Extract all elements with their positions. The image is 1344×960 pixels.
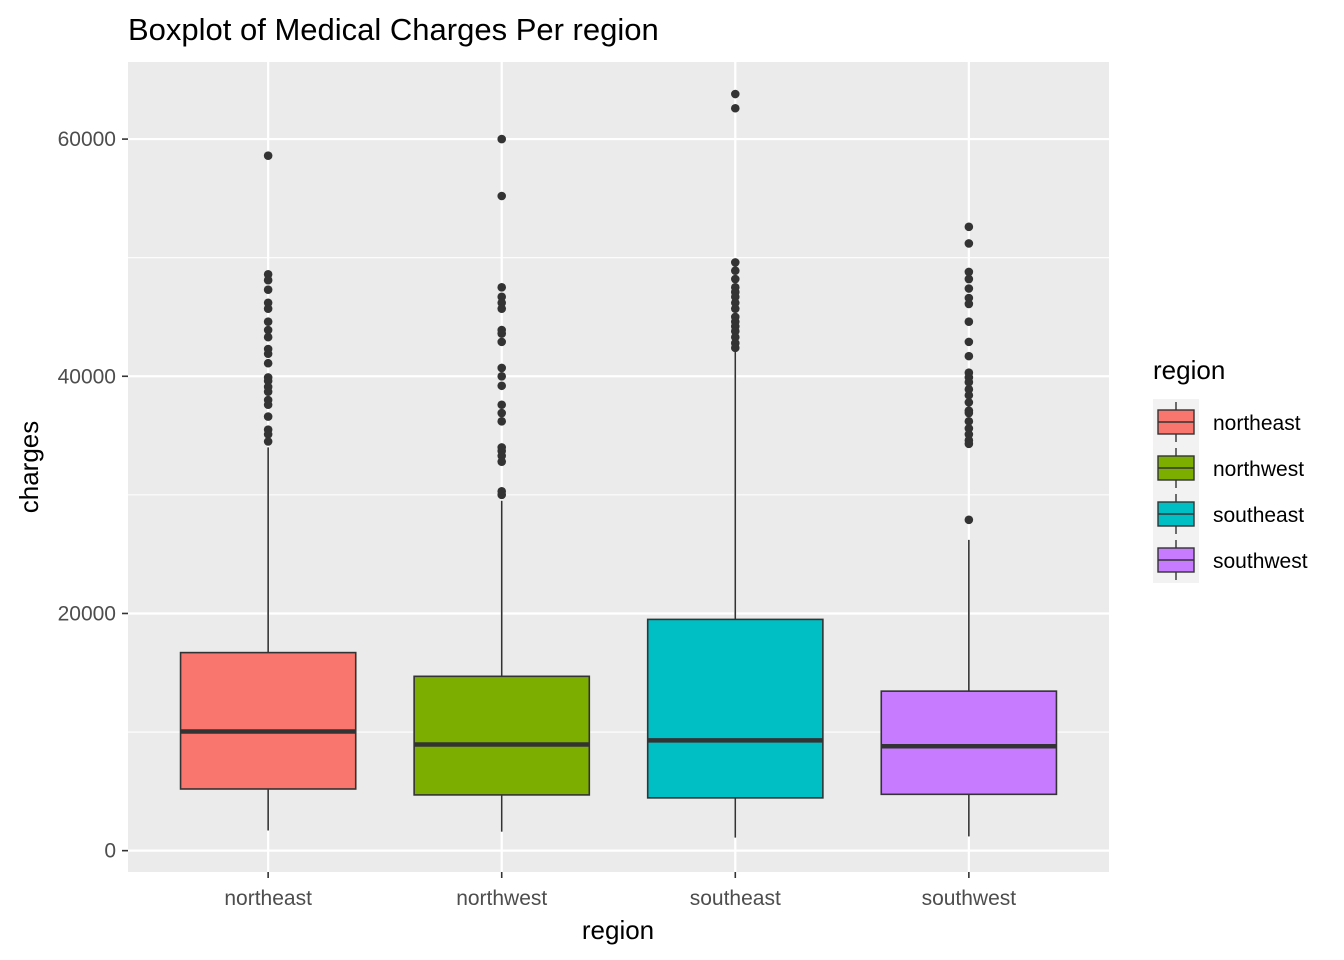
outlier-point — [964, 439, 974, 449]
outlier-point — [497, 304, 507, 313]
outlier-point — [730, 274, 740, 284]
outlier-point — [497, 371, 507, 381]
outlier-point — [964, 274, 974, 284]
outlier-point — [497, 490, 507, 500]
outlier-point — [497, 329, 507, 338]
y-tick-label: 60000 — [58, 128, 116, 151]
outlier-point — [964, 284, 974, 293]
box-body — [179, 651, 357, 790]
outlier-point — [263, 412, 273, 421]
boxes — [179, 89, 1058, 838]
outlier-point — [263, 325, 273, 335]
outlier-point — [964, 417, 974, 426]
x-tick-label: southwest — [922, 887, 1017, 910]
outlier-point — [730, 266, 740, 276]
outlier-point — [964, 222, 974, 232]
outlier-point — [497, 134, 507, 144]
outlier-point — [730, 292, 740, 302]
outlier-point — [730, 332, 740, 342]
box-northwest — [413, 134, 591, 832]
outlier-point — [964, 299, 974, 309]
outlier-point — [964, 351, 974, 361]
box-southwest — [880, 222, 1058, 837]
outlier-point — [263, 430, 273, 439]
legend-label: southwest — [1213, 550, 1308, 573]
outlier-point — [730, 89, 740, 99]
outlier-point — [730, 298, 740, 308]
outlier-point — [964, 398, 974, 407]
outlier-point — [497, 298, 507, 308]
outlier-point — [263, 304, 273, 313]
box-southeast — [646, 89, 824, 838]
outlier-point — [730, 103, 740, 113]
y-tick-label: 20000 — [58, 602, 116, 625]
legend-key-southeast — [1157, 494, 1195, 534]
outlier-point — [263, 332, 273, 342]
x-tick-label: southeast — [690, 887, 781, 910]
outlier-point — [730, 258, 740, 267]
box-body — [646, 618, 824, 799]
legend-label: northeast — [1213, 412, 1301, 435]
outlier-point — [263, 358, 273, 368]
outlier-point — [263, 151, 273, 160]
outlier-point — [730, 343, 740, 353]
legend-key-northeast — [1157, 402, 1195, 442]
legend-key-northwest — [1157, 448, 1195, 488]
outlier-point — [263, 387, 273, 396]
legend-label: southeast — [1213, 504, 1304, 527]
outlier-point — [497, 363, 507, 373]
y-tick-label: 40000 — [58, 365, 116, 388]
outlier-point — [497, 400, 507, 410]
outlier-point — [497, 283, 507, 292]
outlier-point — [497, 292, 507, 302]
y-axis-title: charges — [14, 421, 44, 514]
outlier-point — [263, 400, 273, 410]
outlier-point — [964, 377, 974, 387]
outlier-point — [964, 385, 974, 394]
outlier-point — [263, 275, 273, 285]
legend-key-southwest — [1157, 540, 1195, 580]
box-body — [413, 675, 591, 796]
outlier-point — [497, 337, 507, 347]
outlier-point — [964, 337, 974, 347]
y-tick-label: 0 — [104, 840, 116, 863]
outlier-point — [497, 191, 507, 201]
box-body — [880, 690, 1058, 796]
outlier-point — [263, 285, 273, 295]
legend-label: northwest — [1213, 458, 1304, 481]
legend-title: region — [1153, 355, 1225, 385]
outlier-point — [964, 239, 974, 248]
outlier-point — [964, 390, 974, 400]
box-northeast — [179, 151, 357, 831]
outlier-point — [964, 515, 974, 525]
outlier-point — [497, 451, 507, 461]
outlier-point — [497, 417, 507, 426]
outlier-point — [964, 293, 974, 303]
outlier-point — [497, 381, 507, 391]
outlier-point — [964, 408, 974, 418]
outlier-point — [964, 267, 974, 277]
outlier-point — [730, 304, 740, 313]
x-tick-label: northwest — [456, 887, 547, 910]
outlier-point — [964, 317, 974, 327]
outlier-point — [263, 437, 273, 446]
outlier-point — [964, 424, 974, 433]
x-axis-title: region — [582, 915, 654, 945]
outlier-point — [263, 376, 273, 386]
outlier-point — [263, 269, 273, 279]
outlier-point — [263, 349, 273, 359]
x-tick-label: northeast — [224, 887, 312, 910]
outlier-point — [730, 326, 740, 336]
chart-title: Boxplot of Medical Charges Per region — [128, 12, 659, 47]
outlier-point — [497, 457, 507, 466]
axes: 0 20000 40000 60000 northeast northwest southe… — [58, 128, 1017, 910]
outlier-point — [964, 430, 974, 439]
outlier-point — [497, 408, 507, 418]
outlier-point — [263, 317, 273, 327]
outlier-point — [263, 298, 273, 308]
legend: region northeast northwest southeast southw… — [1153, 355, 1308, 583]
